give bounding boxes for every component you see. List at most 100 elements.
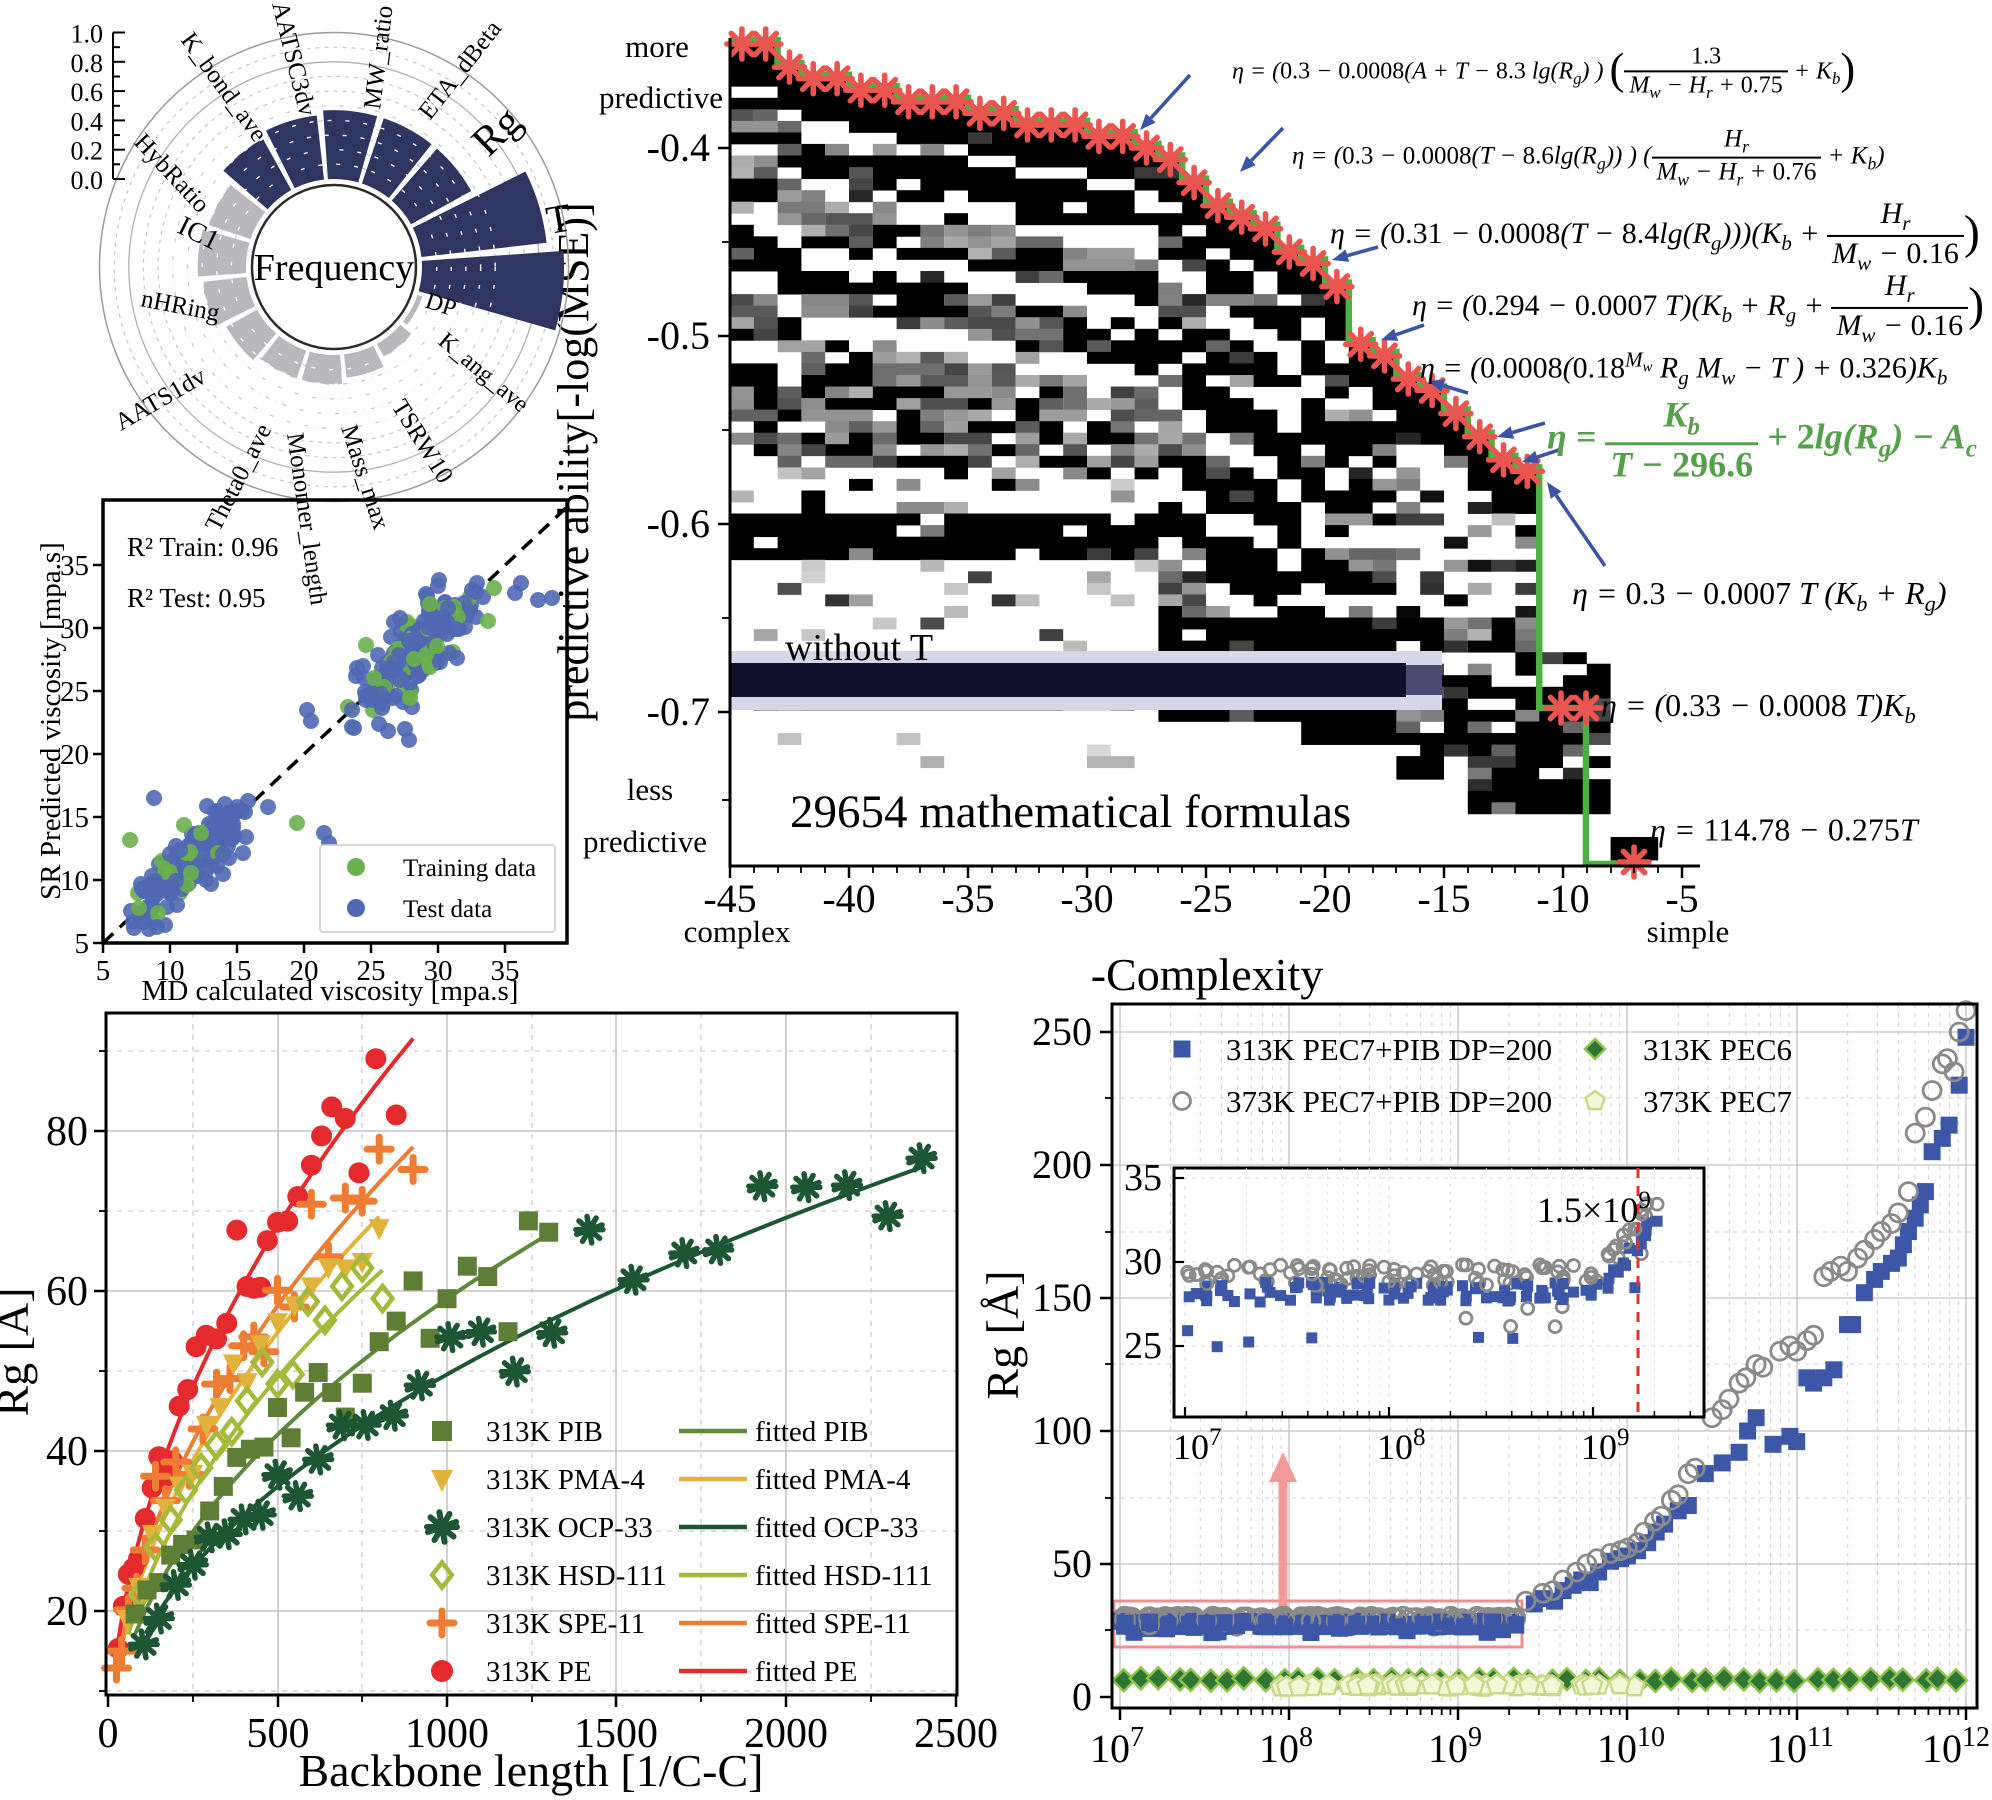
- svg-text:10: 10: [60, 865, 89, 897]
- svg-text:Training data: Training data: [403, 855, 536, 882]
- svg-text:373K PEC7: 373K PEC7: [1643, 1084, 1792, 1119]
- svg-text:30: 30: [424, 955, 453, 987]
- svg-text:313K PIB: 313K PIB: [486, 1416, 603, 1448]
- svg-text:-0.6: -0.6: [647, 501, 710, 546]
- svg-text:35: 35: [60, 550, 89, 582]
- svg-text:150: 150: [1032, 1275, 1092, 1320]
- svg-text:Test data: Test data: [403, 896, 492, 923]
- svg-text:0.4: 0.4: [71, 107, 104, 136]
- svg-text:50: 50: [1052, 1541, 1092, 1586]
- svg-text:313K PE: 313K PE: [486, 1656, 592, 1688]
- svg-text:predictive: predictive: [599, 80, 723, 115]
- svg-text:1011: 1011: [1767, 1722, 1834, 1771]
- svg-text:0.0: 0.0: [71, 166, 104, 195]
- svg-text:0.6: 0.6: [71, 78, 104, 107]
- svg-text:15: 15: [223, 955, 252, 987]
- svg-text:60: 60: [46, 1269, 88, 1315]
- svg-text:fitted HSD-111: fitted HSD-111: [755, 1560, 932, 1592]
- svg-text:250: 250: [1032, 1009, 1092, 1054]
- svg-text:Rg [Å]: Rg [Å]: [977, 1270, 1028, 1399]
- svg-text:Rg [Å]: Rg [Å]: [0, 1287, 38, 1416]
- svg-text:1.0: 1.0: [71, 20, 104, 49]
- svg-text:15: 15: [60, 802, 89, 834]
- svg-text:2500: 2500: [914, 1711, 998, 1757]
- svg-text:10: 10: [156, 955, 185, 987]
- svg-text:500: 500: [247, 1711, 310, 1757]
- svg-text:109: 109: [1581, 1424, 1630, 1467]
- svg-text:-0.4: -0.4: [647, 125, 710, 170]
- svg-text:-20: -20: [1298, 876, 1351, 921]
- svg-text:TSRW10: TSRW10: [386, 395, 458, 488]
- svg-text:35: 35: [1124, 1157, 1162, 1199]
- svg-text:5: 5: [96, 955, 111, 987]
- svg-text:-40: -40: [822, 876, 875, 921]
- svg-text:-0.7: -0.7: [647, 689, 710, 734]
- svg-text:373K PEC7+PIB DP=200: 373K PEC7+PIB DP=200: [1226, 1084, 1552, 1119]
- svg-text:Theta0_ave: Theta0_ave: [200, 420, 277, 536]
- svg-text:Mass_max: Mass_max: [335, 422, 394, 534]
- svg-text:109: 109: [1428, 1722, 1482, 1771]
- svg-text:T: T: [543, 194, 575, 243]
- svg-text:-Complexity: -Complexity: [1091, 949, 1324, 1000]
- svg-text:Backbone length [1/C-C]: Backbone length [1/C-C]: [298, 1745, 763, 1796]
- svg-text:fitted PMA-4: fitted PMA-4: [755, 1464, 911, 1496]
- svg-text:1500: 1500: [574, 1711, 658, 1757]
- svg-text:1012: 1012: [1922, 1722, 1990, 1771]
- svg-text:R² Test: 0.95: R² Test: 0.95: [127, 583, 265, 613]
- svg-text:SR Predicted viscosity [mpa.s]: SR Predicted viscosity [mpa.s]: [35, 542, 67, 900]
- svg-text:29654 mathematical formulas: 29654 mathematical formulas: [790, 786, 1351, 838]
- svg-text:1000: 1000: [405, 1711, 489, 1757]
- svg-text:-10: -10: [1536, 876, 1589, 921]
- svg-text:K_ang_ave: K_ang_ave: [433, 328, 533, 418]
- svg-text:25: 25: [60, 676, 89, 708]
- svg-text:fitted SPE-11: fitted SPE-11: [755, 1608, 911, 1640]
- svg-text:0: 0: [1072, 1674, 1092, 1719]
- svg-text:-25: -25: [1179, 876, 1232, 921]
- svg-text:-45: -45: [703, 876, 756, 921]
- svg-text:313K PEC7+PIB DP=200: 313K PEC7+PIB DP=200: [1226, 1032, 1552, 1067]
- svg-text:0: 0: [98, 1711, 119, 1757]
- svg-text:fitted OCP-33: fitted OCP-33: [755, 1512, 919, 1544]
- svg-text:40: 40: [46, 1429, 88, 1475]
- svg-text:1010: 1010: [1597, 1722, 1665, 1771]
- svg-text:2000: 2000: [744, 1711, 828, 1757]
- svg-text:20: 20: [46, 1589, 88, 1635]
- svg-text:1.5×109: 1.5×109: [1537, 1187, 1651, 1230]
- svg-text:25: 25: [357, 955, 386, 987]
- svg-text:Rg: Rg: [463, 98, 530, 165]
- svg-text:80: 80: [46, 1109, 88, 1155]
- svg-text:-5: -5: [1665, 876, 1698, 921]
- svg-text:0.8: 0.8: [71, 49, 104, 78]
- svg-text:Frequency: Frequency: [254, 247, 414, 289]
- svg-text:more: more: [625, 29, 689, 64]
- svg-text:MW_ratio: MW_ratio: [359, 4, 398, 111]
- svg-text:107: 107: [1090, 1722, 1144, 1771]
- svg-text:5: 5: [75, 928, 90, 960]
- svg-text:313K HSD-111: 313K HSD-111: [486, 1560, 667, 1592]
- svg-text:313K PMA-4: 313K PMA-4: [486, 1464, 645, 1496]
- svg-text:35: 35: [491, 955, 520, 987]
- svg-text:0.2: 0.2: [71, 137, 104, 166]
- svg-text:R² Train: 0.96: R² Train: 0.96: [127, 532, 278, 562]
- svg-text:fitted PE: fitted PE: [755, 1656, 857, 1688]
- svg-text:fitted PIB: fitted PIB: [755, 1416, 869, 1448]
- svg-text:107: 107: [1173, 1424, 1222, 1467]
- svg-text:30: 30: [60, 613, 89, 645]
- svg-text:30: 30: [1124, 1241, 1162, 1283]
- svg-text:25: 25: [1124, 1325, 1162, 1367]
- svg-text:-35: -35: [941, 876, 994, 921]
- svg-text:313K PEC6: 313K PEC6: [1643, 1032, 1792, 1067]
- svg-text:200: 200: [1032, 1142, 1092, 1187]
- svg-text:100: 100: [1032, 1408, 1092, 1453]
- svg-text:complex: complex: [684, 914, 791, 949]
- svg-text:without T: without T: [785, 627, 933, 669]
- svg-text:simple: simple: [1647, 914, 1730, 949]
- svg-text:-30: -30: [1060, 876, 1113, 921]
- svg-text:-0.5: -0.5: [647, 313, 710, 358]
- svg-text:108: 108: [1377, 1424, 1426, 1467]
- svg-text:20: 20: [60, 739, 89, 771]
- svg-text:313K SPE-11: 313K SPE-11: [486, 1608, 645, 1640]
- svg-text:less: less: [627, 772, 674, 807]
- svg-text:-15: -15: [1417, 876, 1470, 921]
- svg-text:predictive: predictive: [583, 824, 707, 859]
